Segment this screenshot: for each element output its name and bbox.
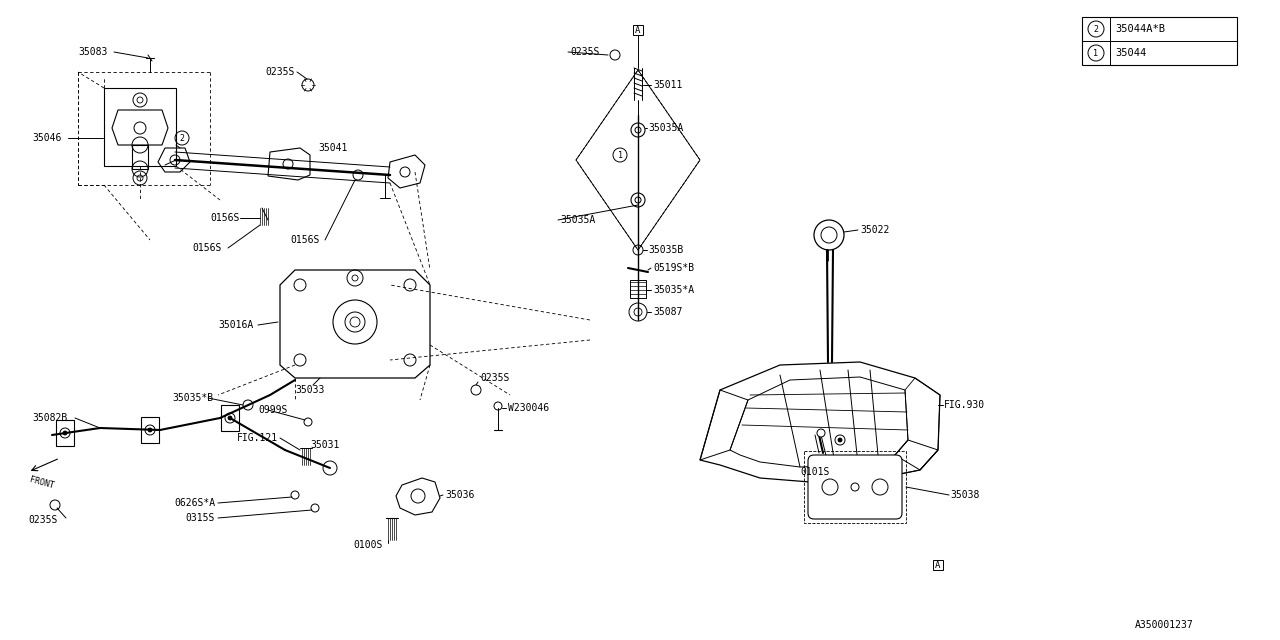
- Text: 35046: 35046: [32, 133, 61, 143]
- Text: 0156S: 0156S: [291, 235, 320, 245]
- Text: 0100S: 0100S: [353, 540, 383, 550]
- Text: 1: 1: [1093, 49, 1098, 58]
- Text: 35035*B: 35035*B: [172, 393, 214, 403]
- Bar: [132, 145, 148, 169]
- Text: A: A: [635, 26, 641, 35]
- Text: 35038: 35038: [950, 490, 979, 500]
- Text: 35082B: 35082B: [32, 413, 68, 423]
- Text: 0519S*B: 0519S*B: [653, 263, 694, 273]
- Circle shape: [349, 317, 360, 327]
- Bar: [630, 280, 646, 298]
- Circle shape: [817, 429, 826, 437]
- Circle shape: [63, 431, 67, 435]
- Text: W230046: W230046: [508, 403, 549, 413]
- Text: 0235S: 0235S: [28, 515, 58, 525]
- Bar: [933, 560, 943, 570]
- Circle shape: [838, 438, 842, 442]
- Circle shape: [352, 275, 358, 281]
- Text: 35044A*B: 35044A*B: [1115, 24, 1165, 34]
- Circle shape: [148, 428, 152, 432]
- Text: 0235S: 0235S: [480, 373, 509, 383]
- Text: 0235S: 0235S: [266, 67, 294, 77]
- Text: 2: 2: [179, 134, 184, 143]
- Bar: [634, 25, 643, 35]
- Text: A350001237: A350001237: [1135, 620, 1194, 630]
- Text: FIG.930: FIG.930: [945, 400, 986, 410]
- Text: 0101S: 0101S: [800, 467, 829, 477]
- Bar: [141, 417, 159, 443]
- Text: 35044: 35044: [1115, 48, 1147, 58]
- Text: 35041: 35041: [317, 143, 347, 153]
- Text: 2: 2: [1093, 24, 1098, 33]
- Text: 0999S: 0999S: [259, 405, 288, 415]
- Text: 0156S: 0156S: [210, 213, 239, 223]
- Text: 35035A: 35035A: [648, 123, 684, 133]
- Circle shape: [228, 416, 232, 420]
- Text: 35087: 35087: [653, 307, 682, 317]
- Text: FIG.121: FIG.121: [237, 433, 278, 443]
- Text: 0626S*A: 0626S*A: [174, 498, 215, 508]
- Text: 35031: 35031: [310, 440, 339, 450]
- Text: 0235S: 0235S: [570, 47, 599, 57]
- Bar: [221, 405, 239, 431]
- Text: 35036: 35036: [445, 490, 475, 500]
- Text: 35035*A: 35035*A: [653, 285, 694, 295]
- Text: 35035B: 35035B: [648, 245, 684, 255]
- Text: 35083: 35083: [78, 47, 108, 57]
- Text: 0156S: 0156S: [192, 243, 221, 253]
- Text: 35022: 35022: [860, 225, 890, 235]
- Text: 35011: 35011: [653, 80, 682, 90]
- Bar: [1082, 17, 1236, 65]
- Text: 35035A: 35035A: [561, 215, 595, 225]
- Bar: [56, 420, 74, 446]
- Text: 0315S: 0315S: [186, 513, 215, 523]
- Text: A: A: [936, 561, 941, 570]
- Bar: [104, 88, 177, 166]
- Text: 35033: 35033: [294, 385, 324, 395]
- Text: 1: 1: [617, 150, 622, 159]
- Text: FRONT: FRONT: [29, 476, 55, 491]
- Text: 35016A: 35016A: [218, 320, 253, 330]
- Bar: [804, 451, 906, 523]
- FancyBboxPatch shape: [808, 455, 902, 519]
